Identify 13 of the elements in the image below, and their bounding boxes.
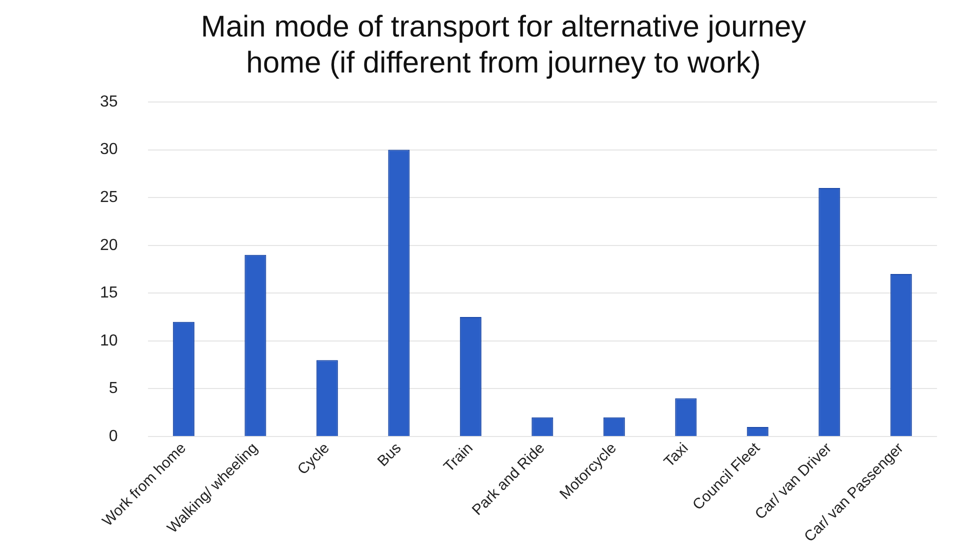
y-tick-label: 25: [100, 188, 118, 206]
text: home (if different from journey to work): [246, 46, 761, 80]
y-tick-label: 5: [108, 380, 118, 398]
y-tick-label: 35: [100, 93, 118, 110]
x-tick-label: Bus: [374, 440, 405, 470]
x-tick-label: Train: [440, 440, 476, 476]
x-tick-label: Taxi: [660, 440, 692, 471]
text: Main mode of transport for alternative journey: [200, 10, 806, 44]
y-tick-label: 15: [100, 284, 118, 302]
y-tick-label: 0: [108, 428, 118, 445]
y-tick-label: 30: [100, 141, 118, 158]
y-tick-label: 10: [100, 332, 118, 350]
y-tick-label: 20: [100, 236, 118, 254]
